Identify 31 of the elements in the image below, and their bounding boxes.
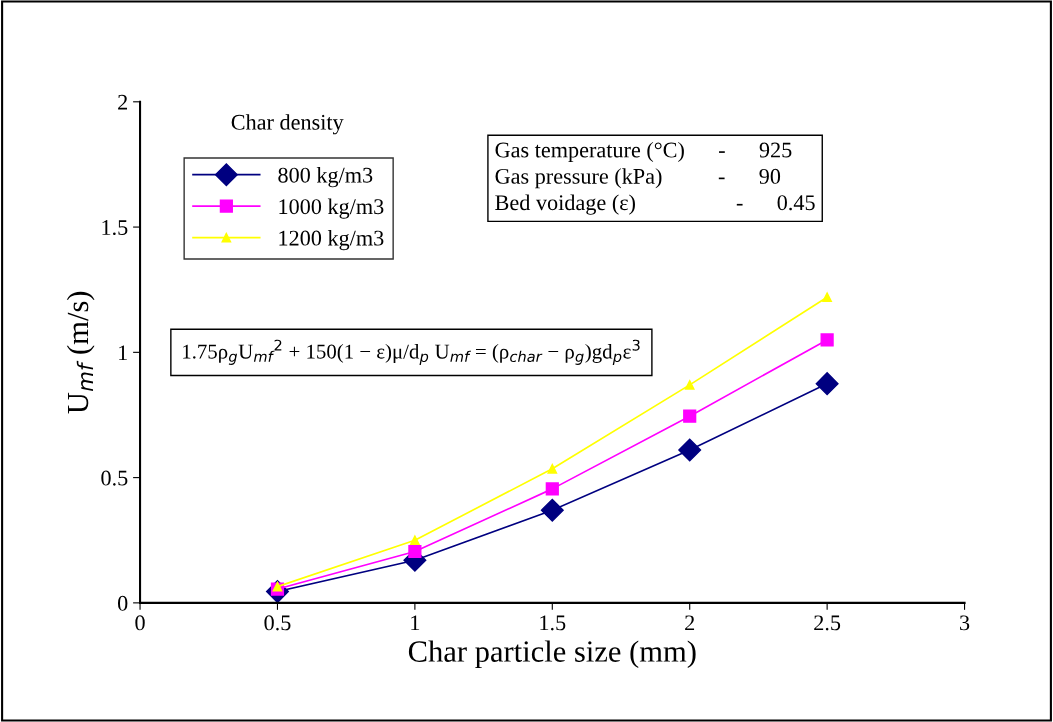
x-axis-title: Char particle size (mm) <box>408 640 696 669</box>
x-tick-label: 1.5 <box>540 615 566 631</box>
x-tick-label: 0 <box>135 615 145 631</box>
point <box>540 498 564 522</box>
point <box>547 463 558 474</box>
point <box>678 438 702 462</box>
legend-label: 800 kg/m3 <box>278 167 373 188</box>
legend-title: Char density <box>231 114 344 135</box>
y-tick-label: 0 <box>117 595 128 611</box>
x-tick-label: 2 <box>685 615 695 631</box>
x-tick-label: 2.5 <box>814 615 841 631</box>
point <box>683 409 697 423</box>
y-tick-label: 2 <box>118 94 128 110</box>
x-tick-label: 3 <box>960 615 970 631</box>
text: 1.75ρ$_{g}$U$_{mf}$$^{2}$ + 150(1 − ε)μ/d$_{p}$ U$_{mf}$ = (ρ$_{char}$ − ρ$_{g}$)gd$_{p}$ε$^{3}$ <box>183 339 640 365</box>
point <box>822 292 832 303</box>
y-tick-label: 1 <box>119 345 127 361</box>
annotation: Gas temperature (°C) - 925 Gas pressure (kPa) - 90 Bed voidage (ε) - 0.45 <box>495 141 815 215</box>
point <box>410 535 420 546</box>
y-tick-label: 1.5 <box>102 220 128 236</box>
legend-label: 1000 kg/m3 <box>279 198 384 219</box>
point <box>545 482 559 496</box>
point <box>820 333 834 347</box>
y-tick-label: 0.5 <box>101 470 128 486</box>
x-tick-label: 0.5 <box>264 615 291 631</box>
point <box>815 372 839 396</box>
x-tick-label: 1 <box>411 615 420 631</box>
point <box>684 380 695 390</box>
y-axis-title: U$_{mf}$ (m/s) <box>66 291 95 414</box>
legend-label: 1200 kg/m3 <box>279 229 384 251</box>
point <box>408 544 422 559</box>
